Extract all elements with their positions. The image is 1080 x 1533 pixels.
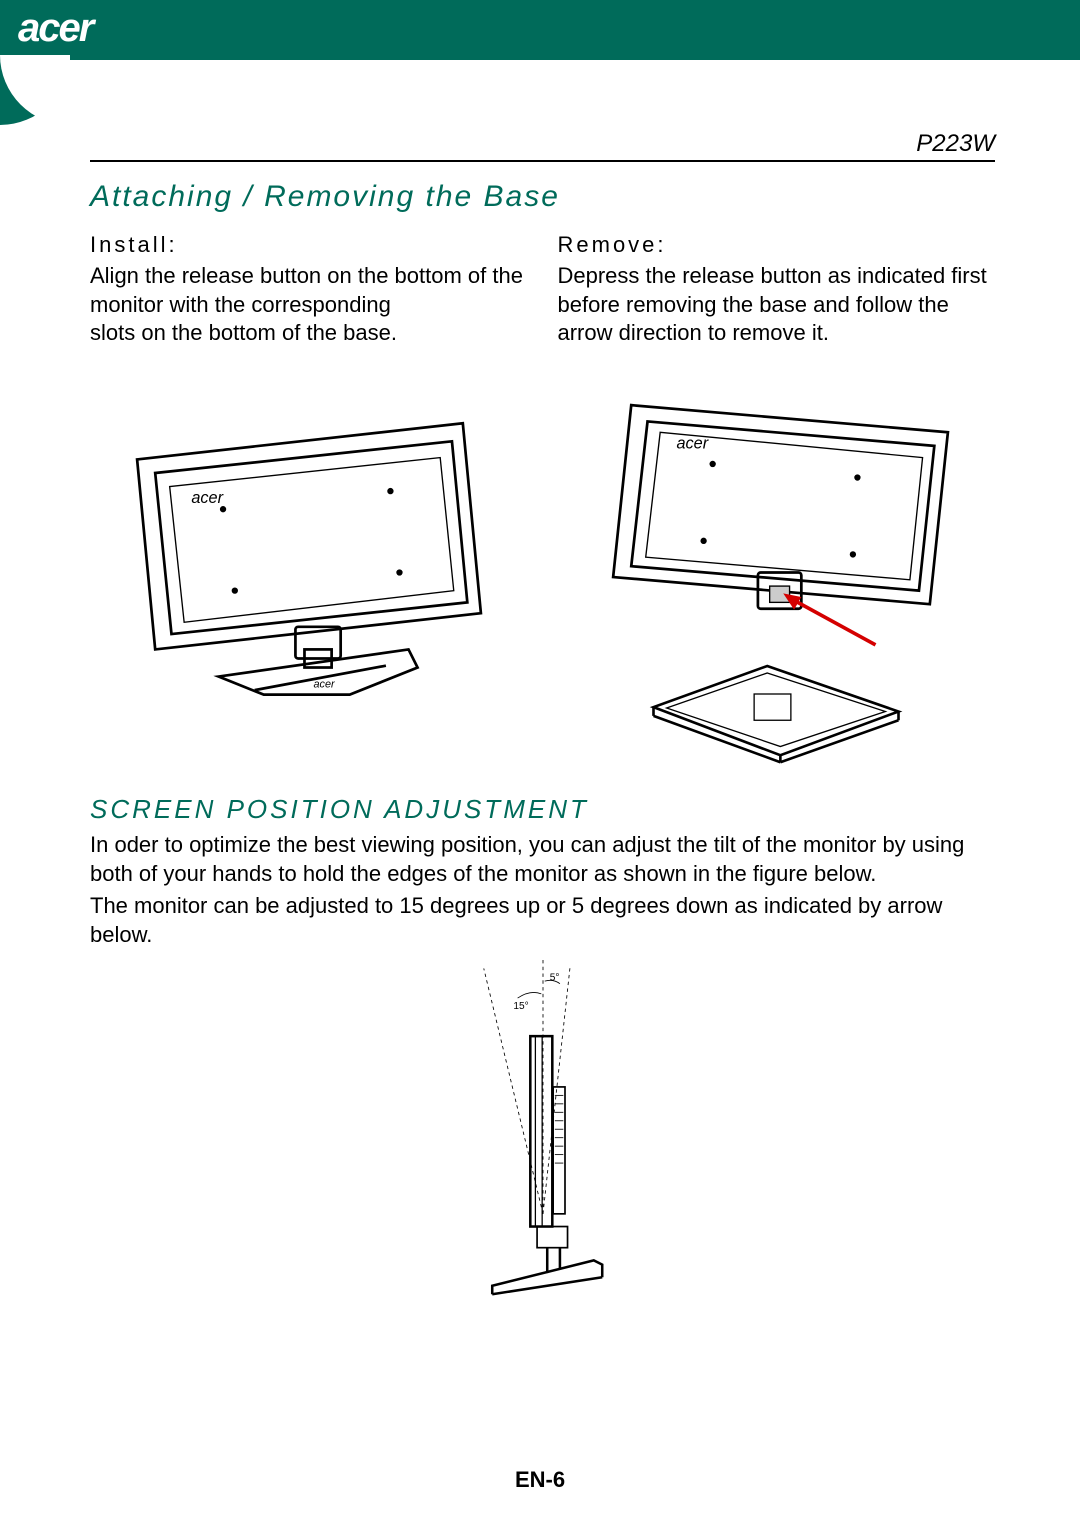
model-label: P223W	[916, 130, 995, 157]
install-column: Install: Align the release button on the…	[90, 232, 528, 348]
remove-column: Remove: Depress the release button as in…	[558, 232, 996, 348]
remove-heading: Remove:	[558, 232, 996, 258]
detached-base-icon	[636, 659, 916, 764]
section-title-position: SCREEN POSITION ADJUSTMENT	[90, 794, 995, 825]
monitor-with-base-icon: acer acer	[119, 378, 499, 704]
remove-figure: acer	[558, 378, 996, 764]
header-bar: acer	[0, 0, 1080, 60]
svg-text:acer: acer	[313, 678, 334, 690]
monitor-release-icon: acer	[586, 378, 966, 649]
install-heading: Install:	[90, 232, 528, 258]
page-content: P223W Attaching / Removing the Base Inst…	[0, 60, 1080, 1315]
position-para2: The monitor can be adjusted to 15 degree…	[90, 892, 995, 949]
install-remove-columns: Install: Align the release button on the…	[90, 232, 995, 348]
position-para1: In oder to optimize the best viewing pos…	[90, 831, 995, 888]
remove-text: Depress the release button as indicated …	[558, 262, 996, 348]
figure-row-base: acer acer	[90, 378, 995, 764]
tilt-forward-label: 5°	[549, 972, 559, 983]
svg-text:acer: acer	[677, 434, 709, 452]
model-row: P223W	[90, 130, 995, 162]
svg-text:acer: acer	[191, 489, 223, 507]
install-figure: acer acer	[90, 378, 528, 764]
tilt-back-label: 15°	[513, 1001, 528, 1012]
tilt-figure: 15° 5°	[90, 960, 995, 1315]
install-text: Align the release button on the bottom o…	[90, 262, 528, 348]
header-curve	[0, 55, 70, 125]
monitor-tilt-icon: 15° 5°	[433, 960, 653, 1315]
brand-logo: acer	[18, 6, 92, 51]
page-number: EN-6	[0, 1467, 1080, 1493]
section-title-base: Attaching / Removing the Base	[90, 180, 995, 214]
